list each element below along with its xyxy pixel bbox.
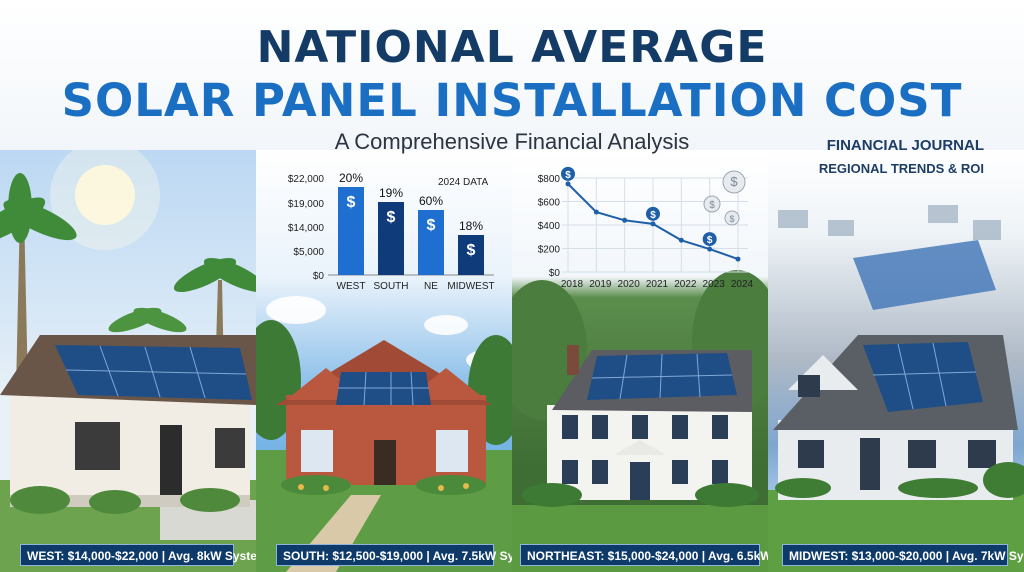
coin-dollar-icon: $ bbox=[730, 174, 738, 189]
west-house-illustration bbox=[0, 150, 256, 572]
coin-icon bbox=[722, 170, 746, 194]
solar-array bbox=[55, 345, 252, 400]
x-tick-label: 2023 bbox=[703, 279, 726, 290]
solar-array-midwest bbox=[863, 342, 983, 412]
subtitle: A Comprehensive Financial Analysis bbox=[334, 129, 690, 154]
bar-west bbox=[338, 187, 364, 275]
dollar-icon: $ bbox=[707, 235, 713, 246]
panel-south: SOUTH: $12,500-$19,000 | Avg. 7.5kW Syst… bbox=[256, 150, 512, 572]
dollar-marker bbox=[646, 206, 660, 221]
dollar-icon: $ bbox=[565, 170, 571, 181]
sun-icon bbox=[75, 165, 135, 225]
dollar-icon: $ bbox=[427, 217, 436, 234]
y-tick-label: $0 bbox=[313, 271, 325, 282]
caption-midwest: MIDWEST: $13,000-$20,000 | Avg. 7kW Syst… bbox=[782, 544, 1024, 566]
coin-dollar-icon: $ bbox=[729, 214, 734, 224]
journal-title: FINANCIAL JOURNAL bbox=[826, 137, 984, 154]
y-tick-label: $600 bbox=[538, 198, 561, 209]
y-tick-label: $0 bbox=[549, 268, 561, 279]
x-tick-label: 2022 bbox=[674, 279, 697, 290]
y-tick-label: $400 bbox=[538, 221, 561, 232]
bar-south bbox=[378, 202, 404, 275]
data-point bbox=[565, 181, 571, 187]
dollar-icon: $ bbox=[387, 209, 396, 226]
caption-northeast: NORTHEAST: $15,000-$24,000 | Avg. 6.5kW … bbox=[520, 544, 768, 566]
data-point bbox=[735, 256, 741, 262]
dollar-icon: $ bbox=[650, 210, 656, 221]
y-tick-label: $200 bbox=[538, 245, 561, 256]
x-tick-label: 2021 bbox=[646, 279, 669, 290]
cost-trend-line-chart: $800 $600 $400 $200 $0 $ $ $2018 2019 2020 2021 202… bbox=[538, 166, 754, 290]
data-point bbox=[650, 221, 656, 227]
floating-solar-panel bbox=[853, 240, 996, 310]
caption-west: WEST: $14,000-$22,000 | Avg. 8kW System bbox=[20, 544, 256, 566]
title-line-1: NATIONAL AVERAGE bbox=[256, 22, 768, 73]
y-tick-label: $5,000 bbox=[293, 247, 324, 258]
y-tick-label: $800 bbox=[538, 174, 561, 185]
coin-dollar-icon: $ bbox=[709, 200, 715, 211]
bar-midwest bbox=[458, 235, 484, 275]
dollar-icon: $ bbox=[347, 194, 356, 211]
x-tick-label: WEST bbox=[337, 281, 366, 292]
dollar-marker bbox=[561, 166, 575, 181]
journal-subtitle: REGIONAL TRENDS & ROI bbox=[818, 161, 984, 176]
x-tick-label: 2018 bbox=[561, 279, 584, 290]
bar-value-label: 60% bbox=[419, 194, 443, 208]
caption-south: SOUTH: $12,500-$19,000 | Avg. 7.5kW Syst… bbox=[276, 544, 512, 566]
bar-value-label: 20% bbox=[339, 171, 363, 185]
x-tick-label: SOUTH bbox=[374, 281, 409, 292]
y-tick-label: $14,000 bbox=[288, 223, 325, 234]
data-point bbox=[678, 237, 684, 243]
dollar-icon: $ bbox=[467, 242, 476, 259]
midwest-house-illustration bbox=[768, 205, 1024, 572]
header-banner bbox=[0, 0, 1024, 150]
bar-value-label: 19% bbox=[379, 186, 403, 200]
x-tick-label: 2019 bbox=[589, 279, 612, 290]
y-tick-label: $22,000 bbox=[288, 174, 325, 185]
x-tick-label: MIDWEST bbox=[447, 281, 494, 292]
data-point bbox=[593, 209, 599, 215]
regional-bar-chart: 2024 DATA $22,000 $19,000 $14,000 $5,000 $0 $… bbox=[288, 171, 495, 292]
data-year-badge: 2024 DATA bbox=[438, 177, 489, 188]
title-line-2: SOLAR PANEL INSTALLATION COST bbox=[61, 74, 963, 127]
x-tick-label: NE bbox=[424, 281, 438, 292]
x-tick-label: 2020 bbox=[618, 279, 641, 290]
bar-ne bbox=[418, 210, 444, 275]
dollar-marker bbox=[702, 232, 717, 247]
coin-icon bbox=[724, 210, 740, 226]
coin-icon bbox=[703, 195, 721, 213]
y-tick-label: $19,000 bbox=[288, 199, 325, 210]
data-point bbox=[707, 246, 713, 252]
panel-west: WEST: $14,000-$22,000 | Avg. 8kW System bbox=[0, 150, 256, 572]
data-point bbox=[622, 217, 628, 223]
panel-midwest: MIDWEST: $13,000-$20,000 | Avg. 7kW Syst… bbox=[768, 150, 1024, 572]
x-tick-label: 2024 bbox=[731, 279, 754, 290]
bar-value-label: 18% bbox=[459, 219, 483, 233]
